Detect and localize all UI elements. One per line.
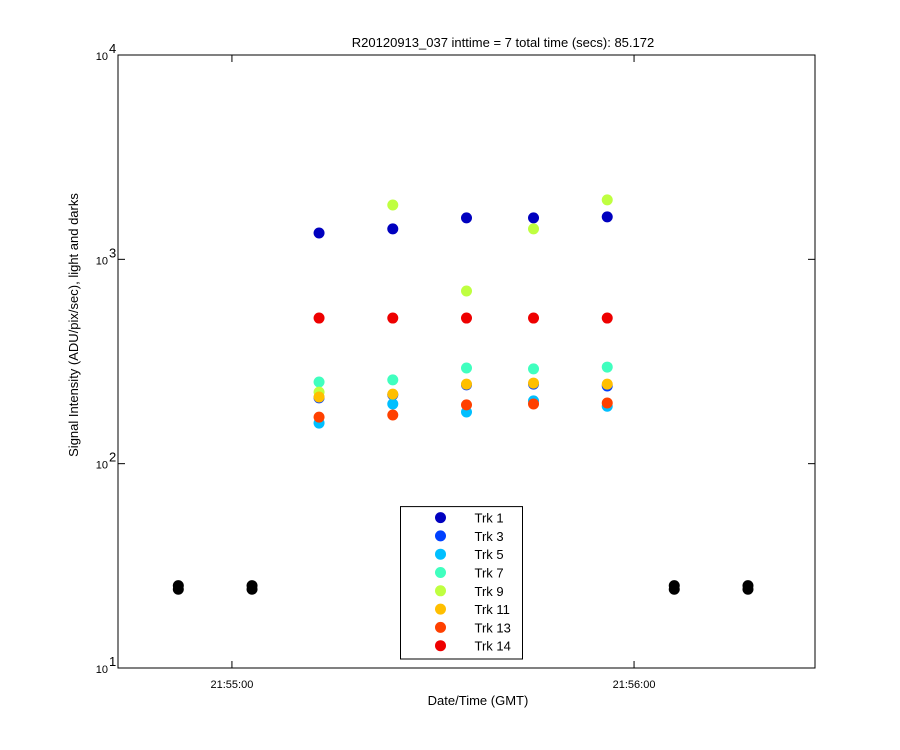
data-point xyxy=(601,361,613,373)
data-point xyxy=(742,583,754,595)
x-axis-label: Date/Time (GMT) xyxy=(428,693,529,708)
data-point xyxy=(387,374,399,386)
legend-box xyxy=(400,506,523,660)
data-point xyxy=(387,223,399,235)
data-point xyxy=(668,583,680,595)
data-point xyxy=(601,211,613,223)
data-point xyxy=(461,312,472,324)
y-tick-exponent: 3 xyxy=(109,245,116,260)
data-point xyxy=(601,378,613,390)
y-tick-exponent: 4 xyxy=(109,41,116,56)
legend-label: Trk 3 xyxy=(475,529,504,544)
legend-marker xyxy=(435,530,446,542)
y-tick-exponent: 2 xyxy=(109,450,116,465)
legend-marker xyxy=(435,603,446,615)
data-point xyxy=(461,212,472,224)
data-point xyxy=(387,312,399,324)
legend-marker xyxy=(435,567,446,578)
data-point xyxy=(387,409,399,421)
data-point xyxy=(461,285,472,297)
data-point xyxy=(313,312,325,324)
data-point xyxy=(461,378,472,390)
legend-marker xyxy=(435,621,446,633)
data-point xyxy=(313,376,325,388)
data-point xyxy=(313,391,325,403)
legend-marker xyxy=(435,548,446,560)
chart-title: R20120913_037 inttime = 7 total time (se… xyxy=(352,35,654,50)
legend-label: Trk 14 xyxy=(475,639,511,654)
data-point xyxy=(601,397,613,409)
data-point xyxy=(461,362,472,374)
data-point xyxy=(528,363,540,375)
data-point xyxy=(313,411,325,423)
data-point xyxy=(313,227,325,239)
data-point xyxy=(387,199,399,211)
data-point xyxy=(528,223,540,235)
x-tick-label: 21:56:00 xyxy=(613,679,656,691)
data-point xyxy=(387,388,399,400)
legend-marker xyxy=(435,640,446,652)
y-tick-exponent: 1 xyxy=(109,654,116,669)
y-tick-label: 10 xyxy=(96,255,108,267)
x-tick-label: 21:55:00 xyxy=(211,679,254,691)
data-point xyxy=(246,583,258,595)
legend-label: Trk 5 xyxy=(475,547,504,562)
legend-label: Trk 11 xyxy=(475,602,510,617)
data-point xyxy=(528,377,540,389)
data-point xyxy=(387,398,399,410)
legend-label: Trk 9 xyxy=(475,584,504,599)
legend-label: Trk 1 xyxy=(475,511,504,526)
data-point xyxy=(601,194,613,206)
y-tick-label: 10 xyxy=(96,460,108,472)
legend-label: Trk 13 xyxy=(475,620,511,635)
legend-label: Trk 7 xyxy=(475,566,504,581)
legend: Trk 1 Trk 3 Trk 5 Trk 7 Trk 9 Trk 11 Trk 13 Trk… xyxy=(400,506,523,660)
data-point xyxy=(172,583,184,595)
data-point xyxy=(528,398,540,410)
data-point xyxy=(461,399,472,411)
data-point xyxy=(601,312,613,324)
data-point xyxy=(528,312,540,324)
y-axis-label: Signal Intensity (ADU/pix/sec), light an… xyxy=(66,193,81,457)
y-tick-label: 10 xyxy=(96,664,108,676)
legend-marker xyxy=(435,585,446,597)
data-point xyxy=(528,212,540,224)
y-tick-label: 10 xyxy=(96,51,108,63)
legend-marker xyxy=(435,512,446,524)
